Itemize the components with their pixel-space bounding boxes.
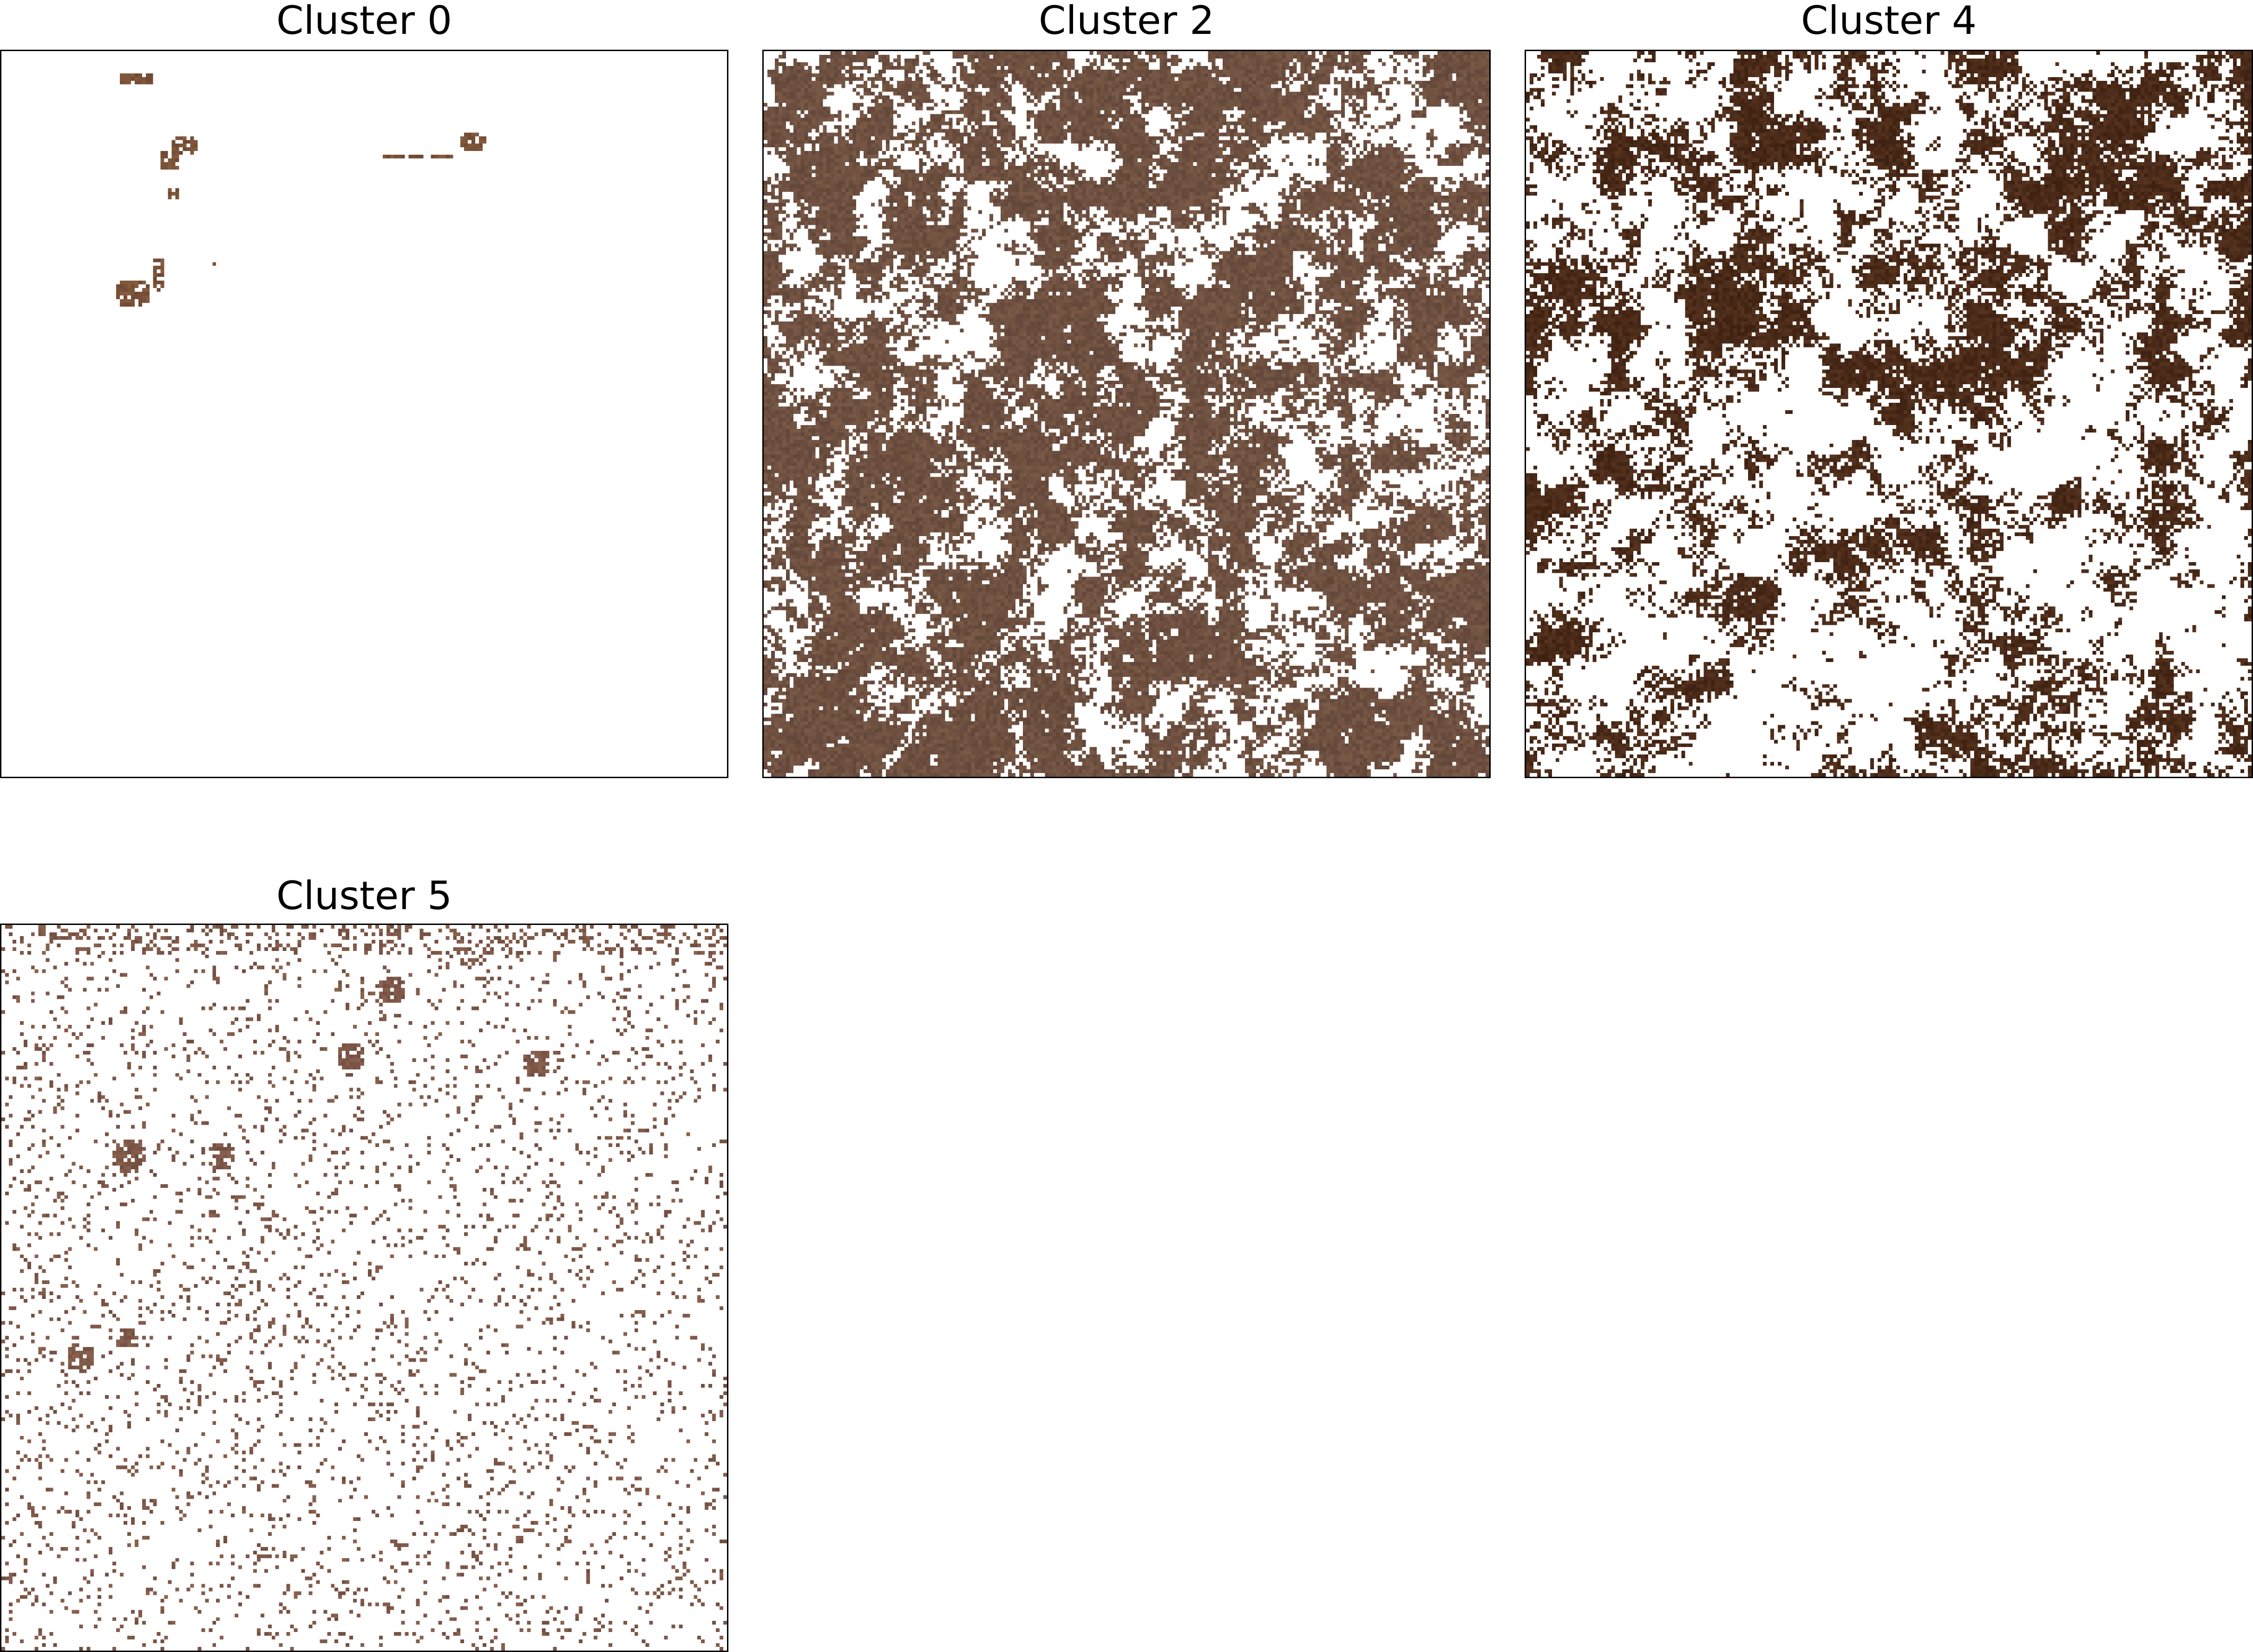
cluster-2-panel: Cluster 2 xyxy=(762,0,1491,778)
cluster-0-image xyxy=(0,50,728,778)
cluster-4-panel: Cluster 4 xyxy=(1525,0,2253,778)
cluster-4-image xyxy=(1525,50,2253,778)
cluster-2-image xyxy=(762,50,1491,778)
cluster-4-title: Cluster 4 xyxy=(1801,0,1977,43)
cluster-0-panel: Cluster 0 xyxy=(0,0,728,778)
cluster-5-title: Cluster 5 xyxy=(276,873,452,918)
cluster-0-title: Cluster 0 xyxy=(276,0,452,43)
cluster-2-title: Cluster 2 xyxy=(1038,0,1215,43)
cluster-5-pixel-map xyxy=(1,925,727,1651)
cluster-2-pixel-map xyxy=(764,51,1489,777)
cluster-0-pixel-map xyxy=(1,51,727,777)
cluster-5-panel: Cluster 5 xyxy=(0,875,728,1652)
cluster-4-pixel-map xyxy=(1526,51,2252,777)
cluster-5-image xyxy=(0,924,728,1652)
